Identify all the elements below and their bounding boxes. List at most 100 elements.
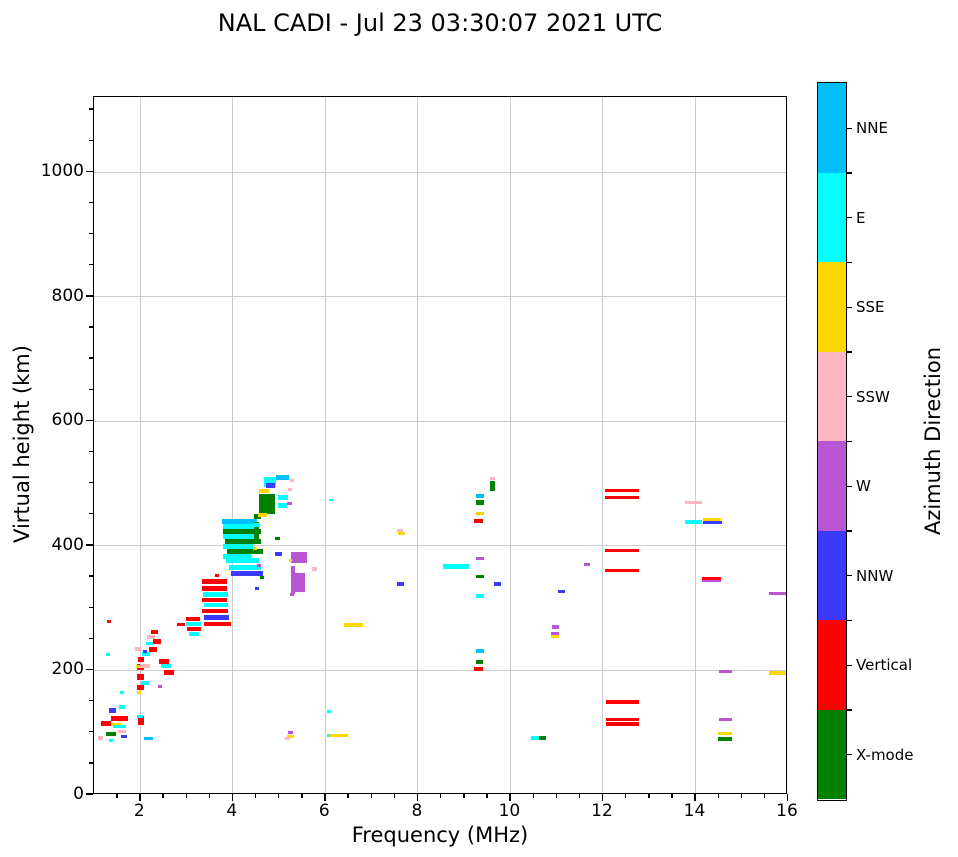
data-point [120,734,127,739]
y-minor-tick [89,388,93,390]
colorbar-label: Vertical [856,656,913,675]
data-point [142,652,150,657]
x-major-tick [694,794,696,801]
data-point [287,502,292,506]
y-minor-tick [89,481,93,484]
y-minor-tick [89,606,93,608]
data-point [137,714,144,719]
y-gridline [94,296,786,298]
data-point [118,705,125,710]
data-point [204,602,229,608]
data-point [264,476,277,487]
x-minor-tick [278,794,280,798]
colorbar-boundary-tick [847,440,852,443]
y-gridline [94,669,786,671]
colorbar-tick [847,306,852,308]
data-point [204,615,230,620]
x-tick-label: 4 [226,801,238,821]
data-point [140,663,151,669]
y-gridline [94,420,786,422]
data-point [108,738,113,742]
x-minor-tick [301,794,303,798]
data-point [225,539,262,544]
x-minor-tick [717,794,719,798]
y-minor-tick [89,264,93,266]
data-point [701,577,721,581]
data-point [769,591,786,595]
y-major-tick [86,544,93,546]
x-minor-tick [578,794,581,798]
y-minor-tick [89,326,93,328]
data-point [605,718,639,721]
data-point [291,566,296,595]
data-point [137,673,144,680]
data-point [290,479,295,483]
y-tick-label: 800 [51,285,84,306]
y-minor-tick [89,699,93,702]
data-point [177,622,186,627]
data-point [143,649,148,653]
colorbar-segment-nne [818,83,846,173]
data-point [551,625,559,629]
colorbar-tick [847,575,852,577]
data-point [344,623,364,627]
data-point [291,551,308,563]
y-minor-tick [89,357,93,359]
x-minor-tick [370,794,372,798]
y-tick-label: 200 [51,659,84,680]
data-point [605,722,639,726]
colorbar-tick [847,485,852,487]
data-point [327,734,332,738]
data-point [159,658,169,664]
data-point [223,534,258,539]
colorbar-tick [847,127,852,129]
x-minor-tick [208,794,211,798]
data-point [254,514,262,520]
colorbar-segment-e [818,172,846,262]
data-point [397,531,406,536]
data-point [718,718,732,722]
x-minor-tick [740,794,743,798]
data-point [474,519,484,523]
y-minor-tick [89,637,93,640]
data-point [289,559,293,563]
y-minor-tick [89,139,93,141]
data-point [396,528,403,532]
x-minor-tick [185,794,187,798]
y-major-tick [86,295,93,297]
data-point [538,735,547,740]
data-point [489,481,495,489]
data-point [158,685,163,689]
colorbar-boundary-tick [847,172,852,174]
data-point [329,498,334,502]
data-point [141,681,150,685]
data-point [684,500,702,504]
data-point [223,554,252,559]
x-minor-tick [532,794,534,798]
data-point [202,597,228,603]
colorbar-label: SSW [856,387,890,406]
x-tick-label: 2 [133,801,145,821]
y-minor-tick [89,762,93,764]
x-major-tick [324,794,326,801]
data-point [489,487,495,491]
x-minor-tick [763,794,766,798]
data-point [266,483,275,488]
data-point [108,707,117,713]
data-point [137,685,144,691]
x-gridline [324,97,326,793]
colorbar-label: NNW [856,566,894,585]
data-point [583,562,591,567]
x-minor-tick [555,794,558,798]
colorbar-segment-nnw [818,530,846,620]
data-point [489,476,495,480]
data-point [276,475,290,480]
data-point [106,620,112,624]
y-minor-tick [89,201,93,204]
data-point [97,736,104,741]
y-minor-tick [89,450,93,453]
data-point [137,715,144,725]
x-gridline [694,97,696,793]
x-gridline [232,97,234,793]
x-tick-label: 6 [318,801,330,821]
